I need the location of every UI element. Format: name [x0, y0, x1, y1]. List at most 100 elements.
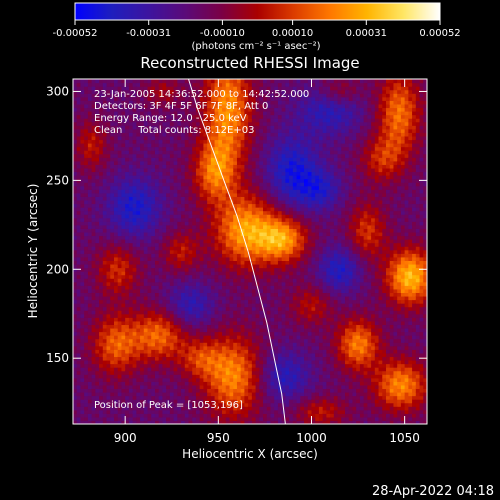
- heatmap-cell: [113, 221, 119, 226]
- heatmap-cell: [140, 114, 145, 119]
- heatmap-cell: [143, 391, 149, 397]
- heatmap-cell: [158, 406, 164, 411]
- heatmap-cell: [154, 409, 160, 414]
- heatmap-cell: [147, 271, 152, 276]
- heatmap-cell: [248, 267, 253, 272]
- heatmap-cell: [87, 295, 93, 301]
- heatmap-cell: [106, 374, 111, 379]
- heatmap-cell: [244, 292, 249, 297]
- heatmap-cell: [117, 374, 123, 379]
- heatmap-cell: [263, 324, 268, 329]
- heatmap-cell: [110, 246, 115, 251]
- heatmap-cell: [207, 342, 212, 347]
- heatmap-cell: [244, 153, 249, 158]
- heatmap-cell: [162, 335, 167, 340]
- heatmap-cell: [207, 374, 212, 379]
- heatmap-cell: [95, 143, 100, 148]
- heatmap-cell: [203, 107, 208, 112]
- heatmap-cell: [248, 107, 253, 112]
- heatmap-cell: [91, 416, 96, 422]
- heatmap-cell: [222, 399, 227, 404]
- heatmap-cell: [195, 118, 201, 123]
- heatmap-cell: [158, 253, 164, 258]
- heatmap-cell: [143, 128, 149, 133]
- heatmap-cell: [151, 359, 156, 365]
- heatmap-cell: [214, 135, 219, 141]
- heatmap-cell: [222, 356, 227, 361]
- heatmap-cell: [84, 281, 89, 286]
- heatmap-cell: [166, 342, 171, 347]
- heatmap-cell: [251, 253, 257, 258]
- heatmap-cell: [121, 413, 126, 418]
- heatmap-cell: [210, 207, 216, 212]
- heatmap-cell: [113, 192, 119, 197]
- heatmap-cell: [147, 327, 152, 333]
- heatmap-cell: [99, 167, 104, 173]
- colorbar-units-label: (photons cm⁻² s⁻¹ asec⁻²): [191, 41, 320, 52]
- heatmap-cell: [255, 199, 260, 205]
- heatmap-cell: [181, 292, 186, 297]
- heatmap-cell: [210, 249, 216, 254]
- heatmap-cell: [73, 395, 78, 400]
- heatmap-cell: [140, 338, 145, 343]
- heatmap-cell: [263, 327, 268, 333]
- heatmap-cell: [87, 189, 93, 194]
- heatmap-cell: [236, 231, 242, 237]
- heatmap-cell: [154, 310, 160, 315]
- heatmap-cell: [255, 420, 260, 424]
- heatmap-cell: [73, 150, 78, 155]
- heatmap-cell: [80, 82, 85, 87]
- heatmap-cell: [173, 207, 178, 212]
- heatmap-cell: [255, 263, 260, 269]
- heatmap-cell: [154, 231, 160, 237]
- heatmap-cell: [151, 377, 156, 382]
- heatmap-cell: [240, 146, 246, 151]
- heatmap-cell: [87, 320, 93, 326]
- heatmap-cell: [84, 221, 89, 226]
- heatmap-cell: [259, 164, 264, 169]
- heatmap-cell: [207, 388, 212, 393]
- heatmap-cell: [195, 295, 201, 301]
- heatmap-cell: [259, 82, 264, 87]
- heatmap-cell: [244, 231, 249, 237]
- heatmap-cell: [80, 121, 85, 126]
- heatmap-cell: [113, 406, 119, 411]
- heatmap-cell: [195, 86, 201, 91]
- heatmap-cell: [121, 210, 126, 215]
- heatmap-cell: [236, 324, 242, 329]
- heatmap-cell: [210, 192, 216, 197]
- heatmap-cell: [76, 128, 82, 133]
- heatmap-cell: [188, 402, 193, 407]
- heatmap-cell: [140, 295, 145, 301]
- heatmap-cell: [151, 278, 156, 283]
- heatmap-cell: [192, 313, 197, 318]
- heatmap-cell: [84, 203, 89, 208]
- heatmap-cell: [222, 381, 227, 386]
- heatmap-cell: [251, 246, 257, 251]
- heatmap-cell: [95, 96, 100, 101]
- heatmap-cell: [173, 313, 178, 318]
- heatmap-cell: [169, 153, 175, 158]
- heatmap-cell: [128, 214, 134, 219]
- heatmap-cell: [158, 231, 164, 237]
- heatmap-cell: [84, 128, 89, 133]
- heatmap-cell: [195, 381, 201, 386]
- heatmap-cell: [147, 402, 152, 407]
- heatmap-cell: [240, 114, 246, 119]
- heatmap-cell: [192, 331, 197, 336]
- heatmap-cell: [236, 132, 242, 137]
- heatmap-cell: [177, 281, 182, 286]
- heatmap-cell: [188, 171, 193, 176]
- heatmap-cell: [210, 299, 216, 304]
- heatmap-cell: [84, 377, 89, 382]
- heatmap-cell: [113, 306, 119, 311]
- heatmap-cell: [136, 327, 141, 333]
- heatmap-cell: [251, 214, 257, 219]
- heatmap-cell: [259, 246, 264, 251]
- heatmap-cell: [106, 295, 111, 301]
- heatmap-cell: [162, 217, 167, 222]
- heatmap-cell: [158, 356, 164, 361]
- heatmap-cell: [166, 363, 171, 368]
- heatmap-cell: [121, 384, 126, 390]
